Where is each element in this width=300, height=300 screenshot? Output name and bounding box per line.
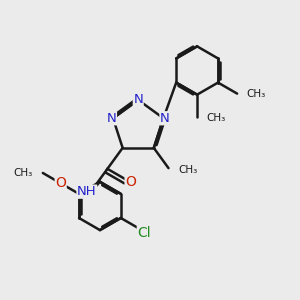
Text: O: O [55, 176, 66, 190]
Text: CH₃: CH₃ [13, 168, 32, 178]
Text: N: N [133, 93, 143, 106]
Text: N: N [107, 112, 116, 125]
Text: O: O [125, 175, 136, 189]
Text: CH₃: CH₃ [246, 88, 265, 99]
Text: NH: NH [77, 185, 97, 198]
Text: CH₃: CH₃ [179, 165, 198, 175]
Text: CH₃: CH₃ [206, 113, 225, 123]
Text: Cl: Cl [137, 226, 151, 240]
Text: N: N [160, 112, 170, 125]
